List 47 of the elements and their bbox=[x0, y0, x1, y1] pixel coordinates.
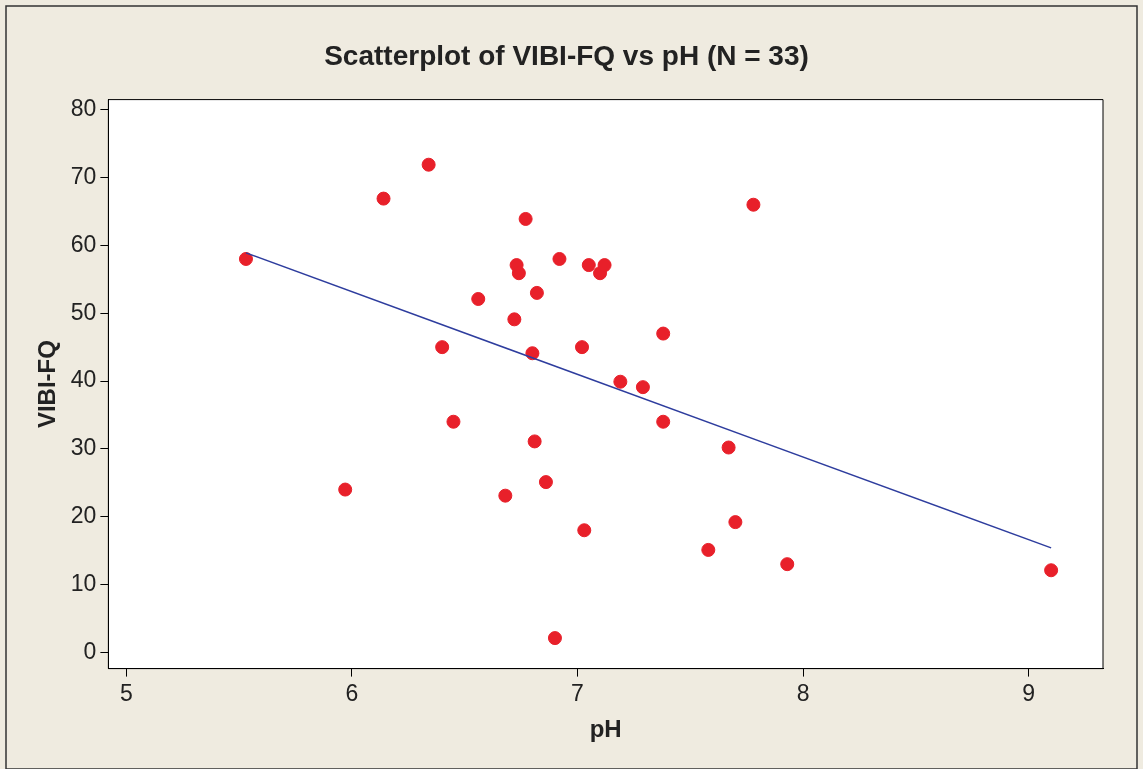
point bbox=[538, 475, 553, 490]
y-tick-label: 30 bbox=[70, 434, 97, 461]
point bbox=[498, 488, 513, 503]
y-tick-label: 0 bbox=[83, 637, 97, 664]
point bbox=[597, 258, 612, 273]
point bbox=[577, 523, 592, 538]
point bbox=[421, 157, 436, 172]
point bbox=[527, 434, 542, 449]
point bbox=[581, 258, 596, 273]
point bbox=[435, 340, 450, 355]
x-tick-label: 7 bbox=[571, 679, 584, 706]
point bbox=[780, 557, 795, 572]
point bbox=[721, 440, 736, 455]
point bbox=[446, 414, 461, 429]
y-tick-label: 10 bbox=[70, 569, 97, 596]
y-tick-label: 40 bbox=[70, 366, 97, 393]
point bbox=[507, 312, 522, 327]
x-axis-title: pH bbox=[589, 715, 622, 743]
point bbox=[613, 374, 628, 389]
y-tick-label: 20 bbox=[70, 502, 97, 529]
point bbox=[635, 380, 650, 395]
y-tick-label: 70 bbox=[70, 162, 97, 189]
point bbox=[656, 326, 671, 341]
point bbox=[1044, 563, 1059, 578]
point bbox=[238, 251, 253, 266]
point bbox=[656, 414, 671, 429]
y-tick-label: 60 bbox=[70, 230, 97, 257]
point bbox=[471, 291, 486, 306]
y-tick-label: 80 bbox=[70, 95, 97, 122]
x-tick-label: 9 bbox=[1022, 679, 1035, 706]
x-tick-label: 8 bbox=[796, 679, 810, 706]
point bbox=[376, 191, 391, 206]
point bbox=[338, 482, 353, 497]
y-axis-title: VIBI-FQ bbox=[33, 340, 61, 429]
point bbox=[518, 211, 533, 226]
y-tick-label: 50 bbox=[70, 298, 97, 325]
point bbox=[575, 340, 590, 355]
x-tick-label: 6 bbox=[345, 679, 359, 706]
x-tick-label: 5 bbox=[120, 679, 133, 706]
point bbox=[511, 266, 526, 281]
point bbox=[746, 197, 761, 212]
chart-title: Scatterplot of VIBI-FQ vs pH (N = 33) bbox=[324, 39, 809, 71]
point bbox=[547, 631, 562, 646]
point bbox=[701, 542, 716, 557]
point bbox=[728, 515, 743, 530]
point bbox=[529, 285, 544, 300]
point bbox=[552, 251, 567, 266]
